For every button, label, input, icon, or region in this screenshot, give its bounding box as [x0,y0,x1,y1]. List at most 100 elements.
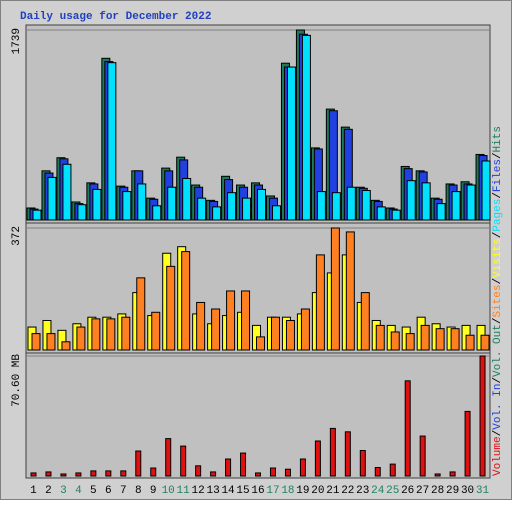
bar [449,471,456,477]
x-tick-label: 5 [90,485,97,497]
x-tick-label: 20 [311,485,324,497]
bar [105,470,112,477]
bar [195,465,202,477]
legend-entry: Sites [492,285,504,318]
bar [242,197,252,221]
bar [360,292,370,351]
x-tick-label: 29 [446,485,459,497]
legend-separator: / [492,377,504,384]
bar [436,203,446,221]
legend-entry: Pages [492,199,504,232]
bar [376,206,386,221]
bar [346,186,356,221]
x-tick-label: 31 [476,485,490,497]
x-tick-label: 27 [416,485,429,497]
x-tick-label: 14 [221,485,235,497]
bar [181,251,191,351]
bar [91,318,101,351]
x-tick-label: 24 [371,485,385,497]
bar [166,265,176,351]
x-tick-label: 19 [296,485,309,497]
bar [227,192,237,221]
bar [212,206,222,221]
bar [420,324,430,351]
bar [106,318,116,351]
bar [300,308,310,351]
x-tick-label: 15 [236,485,249,497]
bar [284,468,291,477]
bar [391,209,401,221]
bar [62,163,72,221]
bar [257,188,267,221]
bar [419,435,426,477]
bar [32,209,42,221]
bar [90,470,97,477]
bar [330,227,340,351]
bar [301,34,311,221]
bar [30,472,37,477]
bar [47,176,57,221]
x-tick-label: 23 [356,485,369,497]
x-tick-label: 8 [135,485,142,497]
x-tick-label: 7 [120,485,127,497]
bar [375,324,385,351]
bar [374,467,381,477]
bar [241,290,251,351]
bar [481,160,491,221]
x-tick-label: 11 [177,485,191,497]
bar [270,316,280,351]
x-tick-label: 12 [192,485,205,497]
bar [345,231,355,351]
bar [406,180,416,221]
x-tick-label: 16 [251,485,264,497]
x-tick-label: 3 [60,485,67,497]
bar [197,197,207,221]
bar [285,319,295,351]
bar [77,204,87,221]
bar [61,341,71,351]
bar [256,336,266,351]
bar [210,471,217,477]
bar [150,467,157,477]
x-tick-label: 6 [105,485,112,497]
bar [329,427,336,477]
bar [180,445,187,477]
legend-separator: / [492,232,504,239]
bar [255,472,262,477]
bar [60,473,67,477]
legend-entry: Vol. In [492,384,504,430]
bar [389,463,396,477]
legend-separator: / [492,278,504,285]
bar [286,66,296,221]
x-tick-label: 28 [431,485,444,497]
bar [136,277,146,351]
bar [466,184,476,221]
bar [314,440,321,477]
bar [120,470,127,477]
bar [404,380,411,477]
bar [122,191,132,221]
x-tick-label: 17 [266,485,279,497]
legend-separator: / [492,318,504,325]
x-tick-label: 25 [386,485,399,497]
legend-entry: Visits [492,238,504,278]
legend-entry: Hits [492,126,504,152]
bar [331,192,341,221]
legend-entry: Vol. Out [492,324,504,377]
y-tick-label: 70.60 MB [11,354,23,407]
bar [405,333,415,351]
bar [479,355,486,477]
y-tick-label: 1739 [11,28,23,54]
bar [465,334,475,351]
x-tick-label: 22 [341,485,354,497]
bar [451,191,461,221]
bar [165,438,172,477]
bar [167,186,177,221]
x-tick-label: 10 [162,485,175,497]
bar [361,190,371,221]
bar [269,467,276,477]
x-tick-label: 2 [45,485,52,497]
x-tick-label: 30 [461,485,474,497]
legend-separator: / [492,152,504,159]
bar [211,308,221,351]
